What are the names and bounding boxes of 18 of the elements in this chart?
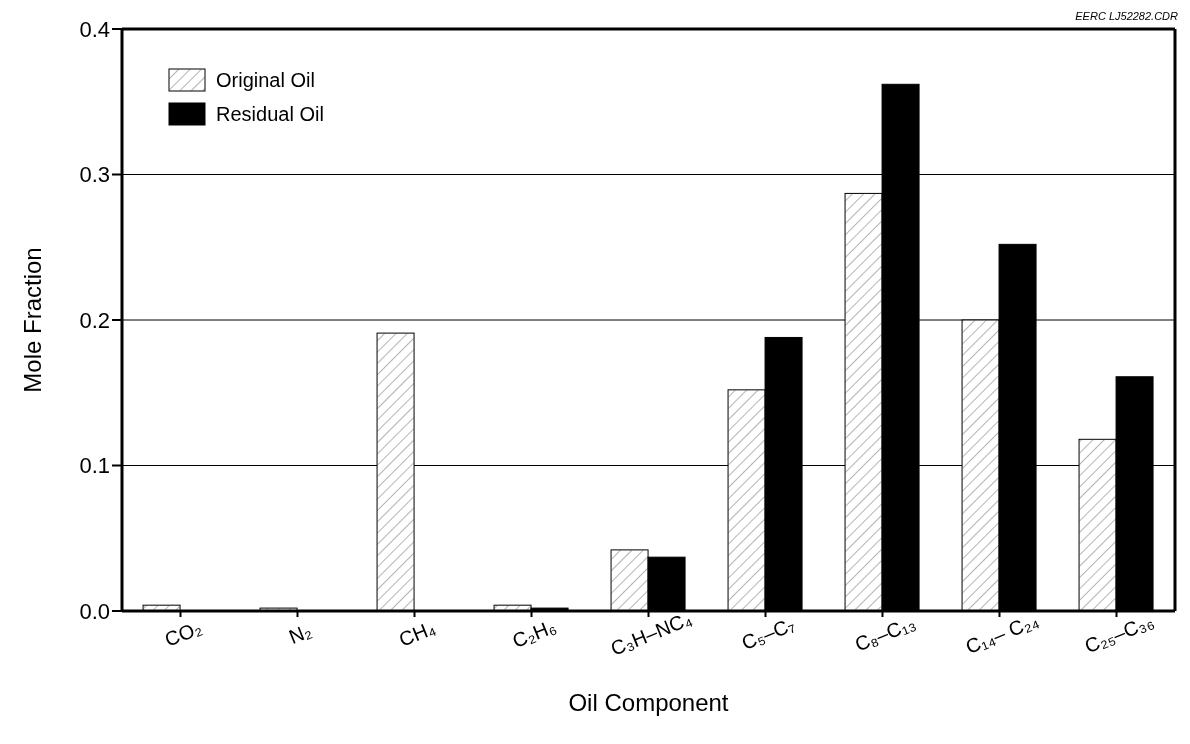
x-tick-label: CH₄ bbox=[395, 616, 439, 651]
y-tick-label: 0.2 bbox=[79, 307, 110, 333]
x-tick-label: C₂₅–C₃₆ bbox=[1081, 609, 1157, 658]
text: 0.0 bbox=[79, 598, 110, 624]
y-tick-label: 0.3 bbox=[79, 162, 110, 188]
y-tick-label: 0.1 bbox=[79, 453, 110, 479]
x-tick-label: N₂ bbox=[285, 619, 315, 648]
legend-label: Original Oil bbox=[216, 68, 315, 92]
legend-label: Residual Oil bbox=[216, 102, 324, 126]
y-tick-label: 0.4 bbox=[79, 16, 110, 42]
x-tick-label: C₁₄– C₂₄ bbox=[962, 608, 1042, 658]
x-tick-label: C₅–C₇ bbox=[738, 612, 798, 654]
x-tick-label: CO₂ bbox=[161, 616, 205, 651]
x-axis-title: Oil Component bbox=[568, 689, 729, 716]
y-axis-title: Mole Fraction bbox=[18, 247, 46, 393]
text: EERC LJ52282.CDR bbox=[1075, 10, 1178, 22]
x-tick-label: C₂H₆ bbox=[509, 614, 559, 653]
x-tick-label: C₈–C₁₃ bbox=[851, 611, 919, 656]
